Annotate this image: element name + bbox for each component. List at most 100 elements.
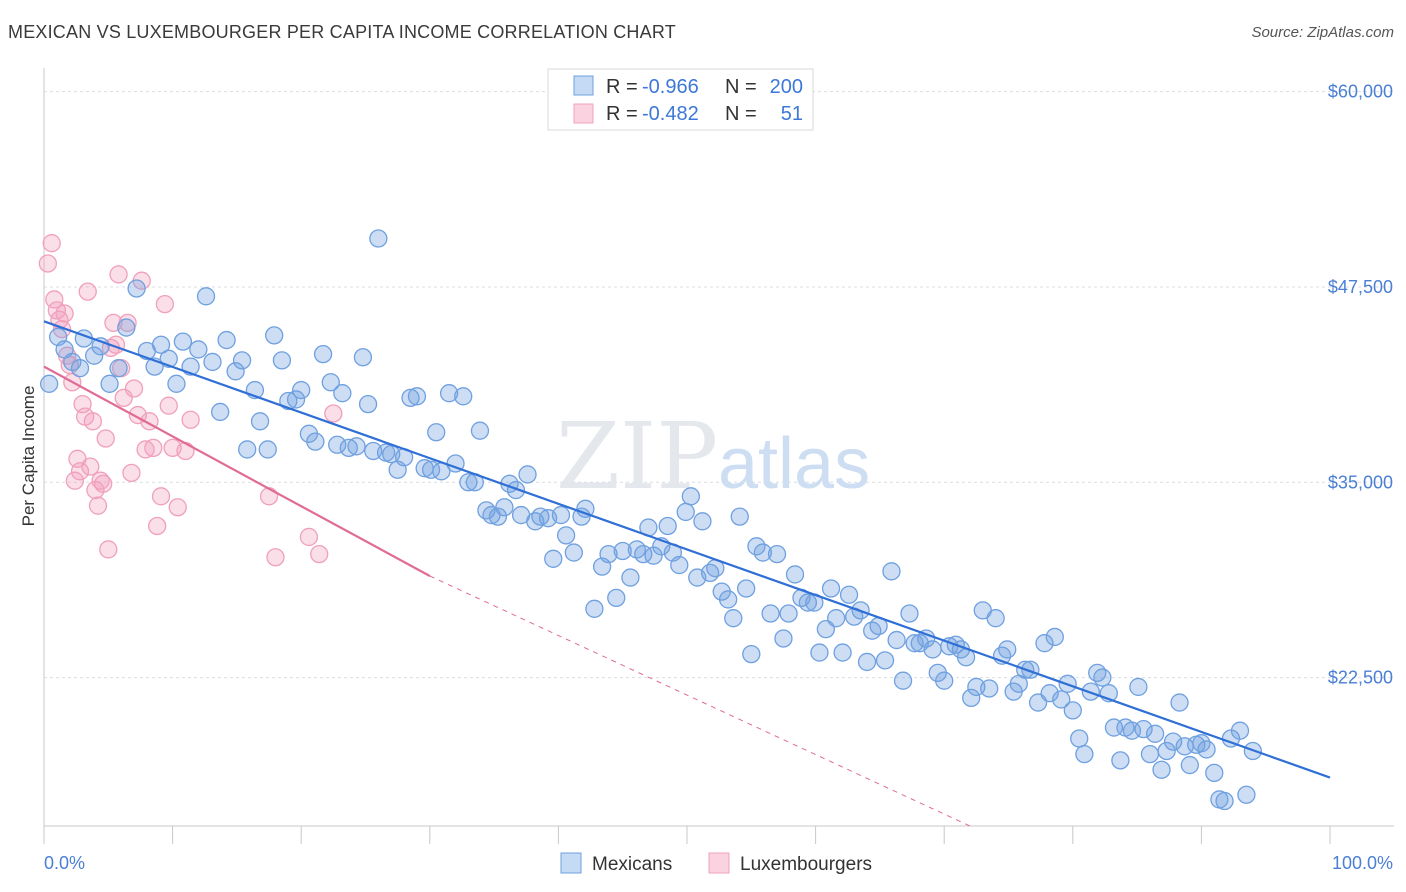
trendline-luxembourgers-extension — [429, 575, 971, 827]
y-tick-label: $35,000 — [1328, 472, 1393, 492]
data-point-mexicans — [857, 652, 877, 672]
legend-r-label-1: R = — [606, 76, 638, 98]
data-point-mexicans — [1075, 744, 1094, 764]
data-point-mexicans — [1122, 721, 1142, 740]
data-point-mexicans — [1237, 785, 1256, 804]
data-point-luxembourgers — [181, 410, 200, 429]
trendline-luxembourgers — [43, 365, 431, 577]
data-point-mexicans — [1205, 763, 1224, 783]
data-point-mexicans — [917, 629, 936, 648]
data-point-luxembourgers — [99, 540, 118, 559]
data-point-luxembourgers — [168, 498, 187, 517]
data-point-mexicans — [1063, 701, 1082, 720]
data-point-luxembourgers — [94, 474, 113, 493]
data-point-mexicans — [250, 412, 270, 431]
data-point-mexicans — [495, 498, 514, 517]
data-point-mexicans — [644, 546, 663, 565]
data-point-luxembourgers — [78, 282, 97, 301]
data-point-mexicans — [833, 643, 852, 662]
data-point-mexicans — [272, 351, 292, 370]
data-point-luxembourgers — [155, 294, 175, 314]
data-point-mexicans — [353, 348, 373, 367]
x-tick-labels: 0.0% 100.0% — [44, 853, 1393, 873]
bottom-legend-swatch-mexicans — [560, 852, 582, 874]
data-point-mexicans — [217, 330, 236, 350]
legend-n-label-1: N = — [725, 76, 757, 98]
data-point-mexicans — [1170, 693, 1189, 712]
data-point-mexicans — [753, 543, 773, 562]
data-point-mexicans — [779, 604, 798, 623]
data-point-mexicans — [923, 640, 942, 659]
data-point-mexicans — [607, 588, 626, 608]
data-point-mexicans — [576, 499, 595, 518]
data-point-mexicans — [39, 374, 59, 393]
data-point-mexicans — [1045, 627, 1064, 647]
data-point-luxembourgers — [159, 396, 178, 415]
trendlines — [43, 320, 1331, 827]
data-point-mexicans — [488, 507, 508, 526]
legend-r-value-2: -0.482 — [642, 103, 699, 125]
data-point-mexicans — [427, 423, 446, 442]
data-point-mexicans — [328, 435, 347, 454]
legend-swatch-pink — [573, 103, 594, 124]
data-point-mexicans — [1070, 729, 1089, 748]
data-point-mexicans — [742, 644, 761, 664]
data-point-mexicans — [737, 579, 756, 598]
data-point-mexicans — [232, 351, 252, 370]
data-point-mexicans — [321, 373, 340, 392]
data-point-mexicans — [196, 287, 216, 306]
data-point-mexicans — [556, 526, 576, 545]
data-point-mexicans — [774, 629, 793, 648]
data-point-mexicans — [1052, 690, 1071, 709]
data-point-mexicans — [203, 352, 222, 372]
data-point-mexicans — [117, 318, 136, 337]
data-point-luxembourgers — [310, 544, 329, 564]
series-luxembourgers — [38, 234, 343, 567]
legend-r-value-1: -0.966 — [642, 76, 699, 98]
legend-swatch-blue — [573, 75, 594, 96]
data-point-mexicans — [1035, 634, 1054, 653]
data-point-luxembourgers — [38, 254, 58, 273]
data-point-mexicans — [109, 359, 128, 378]
data-point-mexicans — [454, 387, 473, 406]
data-point-mexicans — [980, 679, 999, 698]
data-point-mexicans — [676, 502, 695, 522]
data-point-mexicans — [681, 487, 701, 506]
data-point-mexicans — [544, 549, 563, 568]
trendline-mexicans — [43, 320, 1331, 779]
data-point-mexicans — [1093, 668, 1112, 687]
bottom-legend-mexicans: Mexicans — [592, 854, 672, 875]
data-point-luxembourgers — [65, 471, 85, 490]
data-point-mexicans — [761, 604, 780, 623]
bottom-legend: Mexicans Luxembourgers — [560, 852, 872, 875]
data-point-mexicans — [893, 671, 913, 690]
axes — [43, 68, 1394, 844]
data-point-mexicans — [900, 604, 919, 623]
data-point-mexicans — [730, 507, 749, 526]
watermark-zip: ZIP — [556, 403, 718, 510]
data-point-mexicans — [585, 599, 604, 618]
data-point-mexicans — [347, 437, 366, 456]
data-point-mexicans — [401, 388, 420, 408]
data-point-luxembourgers — [144, 438, 163, 458]
data-point-mexicans — [875, 651, 895, 670]
chart-title: MEXICAN VS LUXEMBOURGER PER CAPITA INCOM… — [8, 22, 676, 42]
data-point-mexicans — [1163, 732, 1183, 751]
data-point-mexicans — [810, 643, 829, 662]
data-point-mexicans — [719, 590, 738, 609]
data-point-mexicans — [785, 565, 805, 584]
data-point-luxembourgers — [88, 496, 108, 515]
data-point-mexicans — [151, 335, 171, 354]
data-point-luxembourgers — [91, 471, 110, 490]
data-point-mexicans — [1230, 721, 1250, 740]
data-point-mexicans — [905, 634, 924, 653]
data-point-mexicans — [518, 465, 537, 484]
data-point-mexicans — [407, 387, 427, 406]
y-axis-label: Per Capita Income — [19, 386, 38, 527]
data-point-mexicans — [935, 671, 954, 690]
data-point-mexicans — [459, 473, 478, 492]
data-point-luxembourgers — [148, 516, 167, 536]
data-point-mexicans — [724, 609, 743, 628]
data-point-mexicans — [821, 579, 841, 598]
data-point-luxembourgers — [42, 234, 61, 253]
